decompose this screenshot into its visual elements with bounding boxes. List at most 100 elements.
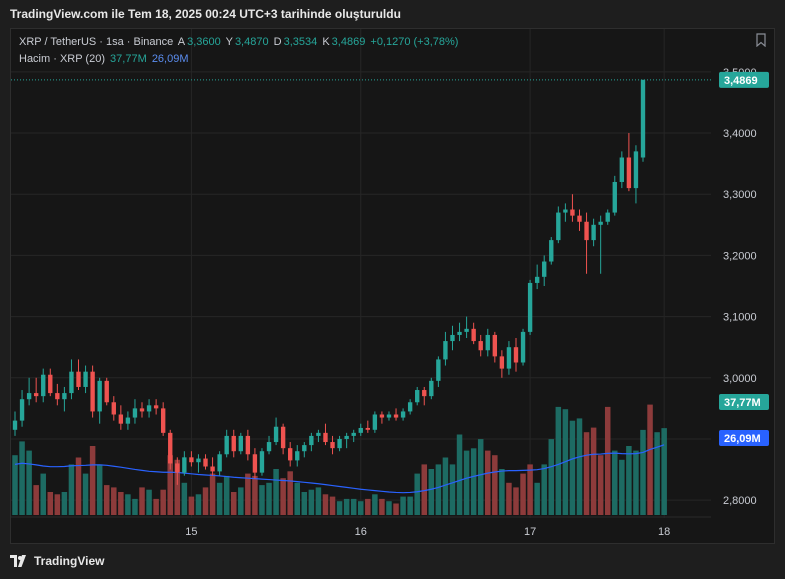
candle-body <box>422 390 427 397</box>
candle-body <box>252 454 258 473</box>
candlestick-chart[interactable]: 2,80002,90003,00003,10003,20003,30003,40… <box>11 29 774 543</box>
candle-body <box>492 334 498 357</box>
tradingview-logo-icon <box>10 555 26 567</box>
volume-ma-badge-bg <box>719 430 769 446</box>
high-value: 3,4870 <box>234 36 269 48</box>
volume-bar <box>238 487 244 515</box>
candle-body <box>612 181 617 213</box>
page-title: TradingView.com ile Tem 18, 2025 00:24 U… <box>10 7 401 21</box>
candle-body <box>97 380 102 412</box>
candle-body <box>62 393 67 400</box>
volume-bar <box>379 498 385 515</box>
candle-body <box>118 414 124 424</box>
volume-bar <box>604 406 611 515</box>
low-label: D <box>273 36 282 48</box>
open-value: 3,3600 <box>187 36 221 48</box>
volume-bar <box>308 489 315 515</box>
volume-bar <box>407 496 413 515</box>
price-tick-label: 3,1000 <box>723 312 757 324</box>
candle-body <box>344 435 349 439</box>
volume-bar <box>266 482 272 515</box>
candle-body <box>358 427 363 433</box>
volume-bar <box>541 464 547 515</box>
volume-bar <box>146 489 152 515</box>
volume-bar <box>195 494 202 515</box>
volume-ma-line <box>14 444 665 494</box>
candle-body <box>619 157 625 182</box>
footer-brand: TradingView <box>10 554 104 568</box>
candle-body <box>69 371 74 394</box>
volume-bar <box>181 482 188 515</box>
volume-legend: Hacim · XRP (20) 37,77M 26,09M <box>19 53 191 65</box>
volume-bar <box>358 501 364 515</box>
last-price-badge: 3,4869 <box>719 71 769 88</box>
candle-body <box>231 435 236 452</box>
chart-pane[interactable]: XRP / TetherUS · 1sa · Binance A 3,3600 Y… <box>10 28 775 544</box>
volume-bar <box>626 446 632 515</box>
volume-bar <box>463 450 470 515</box>
candle-body <box>132 408 138 418</box>
candle-body <box>337 438 342 449</box>
volume-bar <box>301 492 308 515</box>
volume-bar <box>139 487 145 515</box>
candle-body <box>41 374 46 397</box>
volume-bar <box>492 455 498 515</box>
volume-bar <box>287 471 293 515</box>
volume-bar <box>223 475 230 515</box>
volume-bar <box>202 487 209 515</box>
candle-body <box>139 408 145 412</box>
candle-body <box>12 420 18 430</box>
volume-badge-text: 37,77M <box>724 397 761 409</box>
volume-value: 37,77M <box>110 53 147 65</box>
volume-bar <box>33 485 39 515</box>
volume-bar <box>365 498 371 515</box>
candle-body <box>203 458 208 467</box>
volume-bar <box>576 418 583 515</box>
volume-bar <box>273 469 279 515</box>
candle-body <box>556 212 561 241</box>
high-label: Y <box>225 36 233 48</box>
candle-body <box>527 282 533 332</box>
candle-body <box>584 221 589 241</box>
time-tick-label: 16 <box>355 526 367 538</box>
volume-bar <box>647 404 653 515</box>
last-price-badge-text: 3,4869 <box>724 75 758 87</box>
candle-body <box>33 393 39 397</box>
volume-bar <box>435 464 442 515</box>
volume-bar <box>68 464 75 515</box>
volume-bar <box>513 487 519 515</box>
volume-bar <box>569 420 576 515</box>
candle-body <box>542 261 547 277</box>
volume-bar <box>590 427 597 515</box>
volume-bar <box>54 494 61 515</box>
candle-body <box>591 224 596 241</box>
volume-bar <box>47 492 54 515</box>
candle-body <box>534 276 540 283</box>
volume-bar <box>393 503 399 515</box>
volume-ma-value: 26,09M <box>151 53 189 65</box>
candle-body <box>372 414 378 430</box>
volume-bar <box>315 487 322 515</box>
candle-body <box>443 341 448 360</box>
candle-body <box>471 328 476 342</box>
candle-body <box>90 371 95 412</box>
candle-body <box>415 390 420 403</box>
candle-body <box>485 334 490 351</box>
volume-bar <box>19 441 25 515</box>
last-price-badge-bg <box>719 71 769 88</box>
brand-name: TradingView <box>34 554 105 568</box>
volume-ma-badge: 26,09M <box>719 430 769 446</box>
volume-bar <box>372 494 378 515</box>
candle-body <box>26 393 32 400</box>
candle-body <box>309 435 314 446</box>
candle-body <box>626 157 632 189</box>
close-value: 3,4869 <box>331 36 366 48</box>
candle-body <box>273 426 279 443</box>
change-value: +0,1270 (+3,78%) <box>370 36 459 48</box>
candle-body <box>196 458 201 463</box>
volume-bar <box>499 469 505 515</box>
volume-bar <box>230 492 237 515</box>
bookmark-icon[interactable] <box>756 33 766 47</box>
volume-bar <box>583 432 590 515</box>
price-legend: XRP / TetherUS · 1sa · Binance A 3,3600 Y… <box>19 36 460 48</box>
